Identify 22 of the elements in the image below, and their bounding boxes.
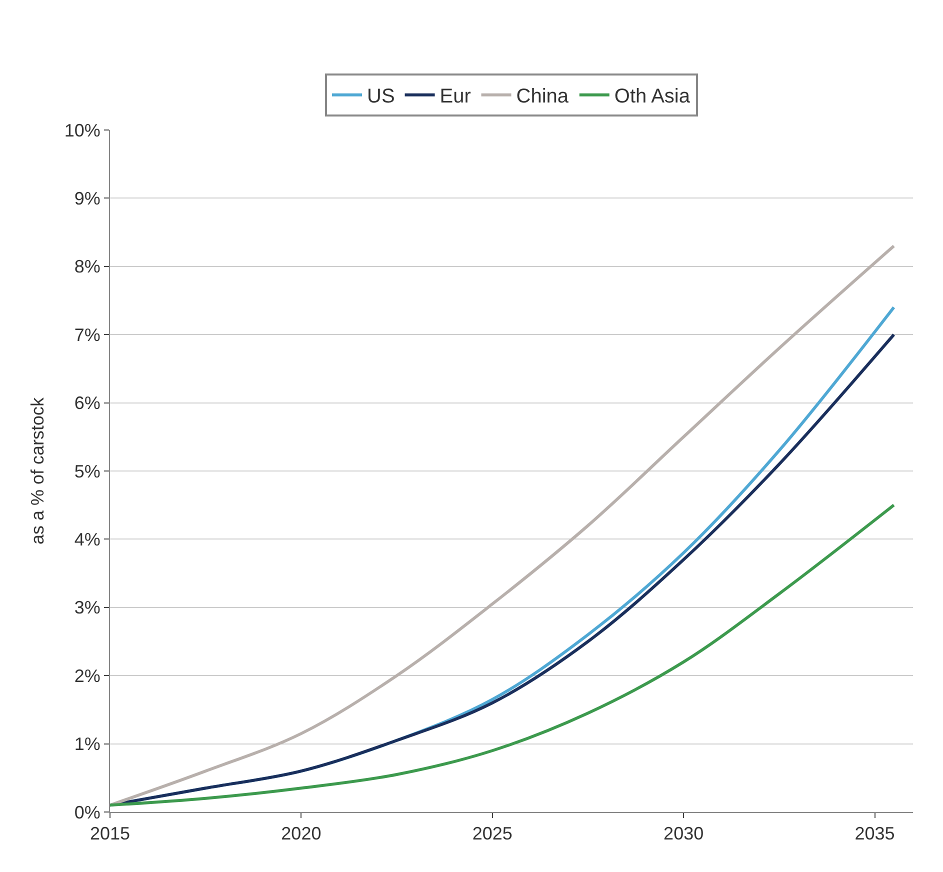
y-tick-label: 1% — [74, 734, 100, 754]
y-tick-label: 5% — [74, 461, 100, 482]
y-tick-label: 0% — [74, 802, 100, 822]
legend-label: US — [367, 86, 395, 108]
legend-label: Eur — [440, 86, 472, 108]
y-tick-label: 8% — [74, 256, 100, 277]
y-tick-label: 7% — [74, 324, 100, 345]
y-tick-label: 6% — [74, 393, 100, 414]
x-tick-label: 2015 — [90, 824, 130, 844]
y-tick-label: 2% — [74, 666, 100, 686]
legend-label: China — [516, 86, 570, 108]
legend-label: Oth Asia — [614, 86, 691, 108]
y-tick-label: 4% — [74, 530, 100, 550]
x-tick-label: 2020 — [281, 824, 322, 844]
y-tick-label: 3% — [74, 598, 100, 618]
y-tick-label: 9% — [74, 188, 100, 208]
x-tick-label: 2035 — [854, 824, 895, 844]
line-series — [110, 504, 896, 807]
y-axis-title: as a % of carstock — [28, 396, 48, 545]
y-tick-label: 10% — [64, 120, 100, 140]
x-tick-label: 2025 — [472, 824, 512, 844]
x-tick-label: 2030 — [664, 824, 704, 844]
